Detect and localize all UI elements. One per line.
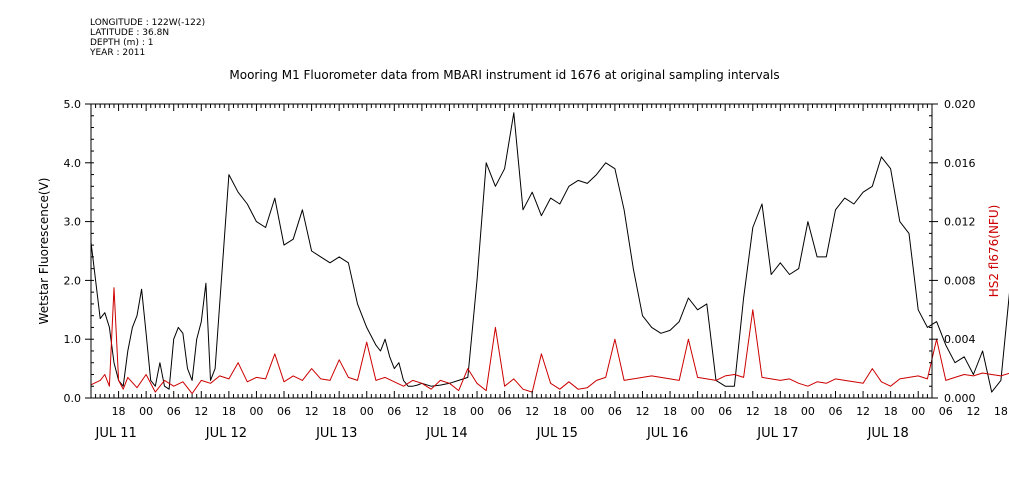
x-hour-label: 18 xyxy=(884,405,898,418)
y-right-tick-label: 0.016 xyxy=(944,157,976,170)
x-hour-label: 06 xyxy=(608,405,622,418)
x-hour-label: 06 xyxy=(277,405,291,418)
year-text: YEAR : 2011 xyxy=(90,48,146,58)
x-hour-label: 06 xyxy=(498,405,512,418)
x-hour-label: 12 xyxy=(746,405,760,418)
y-left-label: Wetstar Fluorescence(V) xyxy=(37,178,51,325)
y-left-tick-label: 0.0 xyxy=(64,392,82,405)
y-left-tick-label: 3.0 xyxy=(64,216,82,229)
x-hour-label: 12 xyxy=(525,405,539,418)
y-left-tick-label: 4.0 xyxy=(64,157,82,170)
x-hour-label: 06 xyxy=(939,405,953,418)
metadata-block: LONGITUDE : 122W(-122) LATITUDE : 36.8N … xyxy=(90,18,205,58)
y-left-tick-label: 5.0 xyxy=(64,98,82,111)
y-right-tick-label: 0.004 xyxy=(944,333,976,346)
x-hour-label: 06 xyxy=(167,405,181,418)
x-hour-label: 18 xyxy=(773,405,787,418)
depth-text: DEPTH (m) : 1 xyxy=(90,38,154,48)
y-left-tick-label: 2.0 xyxy=(64,274,82,287)
x-day-label: JUL 15 xyxy=(536,426,578,441)
x-hour-label: 00 xyxy=(470,405,484,418)
x-hour-label: 18 xyxy=(222,405,236,418)
hs2-fl676-series-line xyxy=(90,287,1009,395)
x-hour-label: 12 xyxy=(966,405,980,418)
x-hour-label: 12 xyxy=(415,405,429,418)
x-hour-label: 12 xyxy=(856,405,870,418)
x-hour-label: 18 xyxy=(112,405,126,418)
x-hour-label: 18 xyxy=(332,405,346,418)
x-day-label: JUL 18 xyxy=(867,426,909,441)
x-hour-label: 18 xyxy=(553,405,567,418)
x-hour-label: 18 xyxy=(663,405,677,418)
latitude-text: LATITUDE : 36.8N xyxy=(90,28,170,38)
x-hour-label: 00 xyxy=(360,405,374,418)
y-left-tick-label: 1.0 xyxy=(64,333,82,346)
x-hour-label: 06 xyxy=(718,405,732,418)
x-hour-label: 12 xyxy=(635,405,649,418)
wetstar-fluorescence-series-line xyxy=(90,112,1009,393)
y-right-tick-label: 0.000 xyxy=(944,392,976,405)
plot-frame xyxy=(90,103,933,399)
x-hour-label: 00 xyxy=(580,405,594,418)
x-day-label: JUL 16 xyxy=(646,426,688,441)
x-hour-label: 12 xyxy=(305,405,319,418)
x-hour-label: 00 xyxy=(911,405,925,418)
chart-title: Mooring M1 Fluorometer data from MBARI i… xyxy=(229,68,780,82)
x-hour-label: 18 xyxy=(442,405,456,418)
x-hour-label: 06 xyxy=(828,405,842,418)
x-day-label: JUL 11 xyxy=(95,426,137,441)
x-day-label: JUL 13 xyxy=(315,426,357,441)
y-right-label: HS2 fl676(NFU) xyxy=(987,205,1001,298)
y-right-tick-label: 0.008 xyxy=(944,274,976,287)
y-right-tick-label: 0.012 xyxy=(944,216,976,229)
x-hour-label: 00 xyxy=(801,405,815,418)
x-hour-label: 06 xyxy=(387,405,401,418)
longitude-text: LONGITUDE : 122W(-122) xyxy=(90,18,206,28)
x-day-label: JUL 12 xyxy=(205,426,247,441)
x-hour-label: 18 xyxy=(994,405,1008,418)
x-hour-label: 00 xyxy=(139,405,153,418)
x-day-label: JUL 14 xyxy=(425,426,467,441)
x-day-label: JUL 17 xyxy=(756,426,798,441)
x-hour-label: 00 xyxy=(691,405,705,418)
y-right-tick-label: 0.020 xyxy=(944,98,976,111)
x-hour-label: 12 xyxy=(194,405,208,418)
x-hour-label: 00 xyxy=(249,405,263,418)
